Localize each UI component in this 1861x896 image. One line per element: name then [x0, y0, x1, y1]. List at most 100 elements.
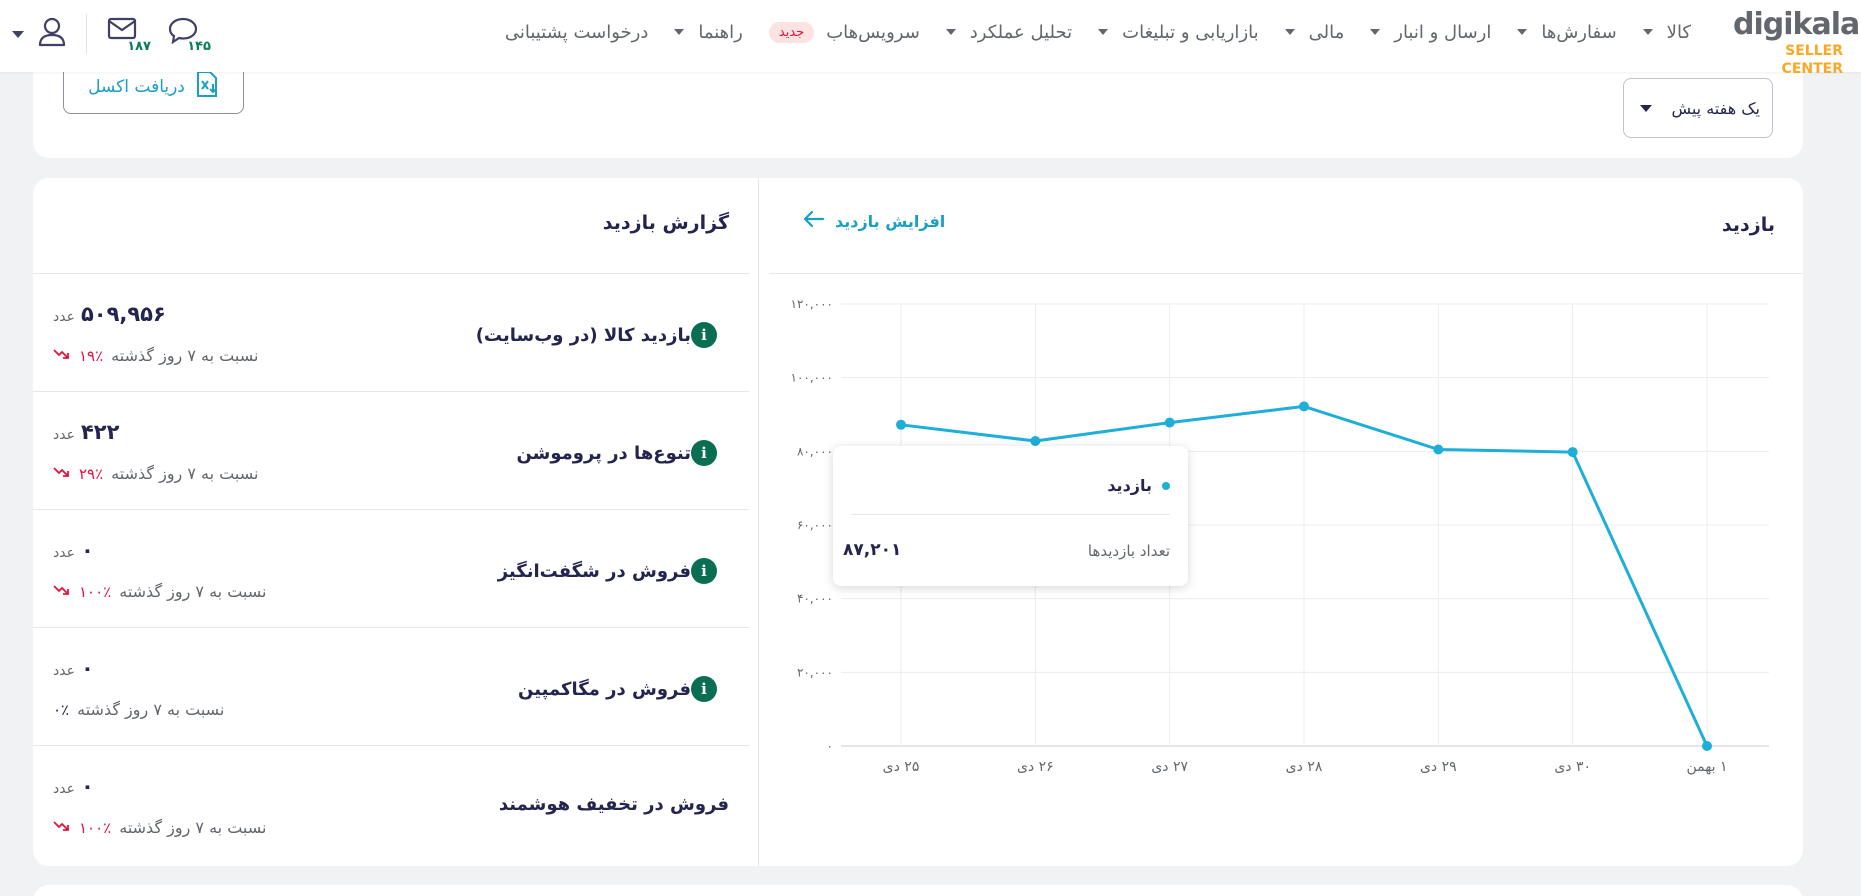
y-tick-label: ۶۰,۰۰۰ — [797, 518, 833, 532]
nav-item-help[interactable]: راهنما — [674, 22, 743, 43]
download-excel-label: دریافت اکسل — [88, 76, 185, 97]
x-tick-label: ۲۹ دی — [1420, 759, 1457, 775]
excel-file-icon — [195, 70, 219, 103]
report-row-comparison: ۱۰۰٪ نسبت به ۷ روز گذشته — [53, 818, 274, 837]
comparison-text: نسبت به ۷ روز گذشته — [111, 346, 259, 365]
user-icon[interactable] — [38, 17, 66, 51]
nav-item-label: راهنما — [698, 21, 743, 43]
comparison-text: نسبت به ۷ روز گذشته — [119, 582, 267, 601]
nav-item-label: ارسال و انبار — [1394, 21, 1492, 43]
y-tick-label: ۴۰,۰۰۰ — [797, 592, 833, 606]
chevron-down-icon — [945, 29, 956, 35]
logo-main-text: digikala — [1733, 7, 1860, 42]
nav-item-label: سفارش‌ها — [1541, 21, 1617, 43]
filters-card: دریافت اکسل یک هفته پیش — [33, 60, 1803, 158]
column-divider — [758, 178, 759, 866]
nav-item-label: کالا — [1666, 21, 1691, 43]
x-tick-label: ۱ بهمن — [1686, 759, 1727, 775]
nav-item-analytics[interactable]: تحلیل عملکرد — [945, 21, 1073, 43]
nav-item-label: بازاریابی و تبلیغات — [1122, 21, 1259, 43]
tooltip-series: بازدید — [1107, 476, 1170, 495]
report-row: تنوع‌ها در پروموشن i عدد ۴۲۲ ۲۹٪ نسبت به… — [33, 392, 749, 510]
report-row-label-wrap: بازدید کالا (در وب‌سایت) i — [476, 322, 729, 348]
nav-item-orders[interactable]: سفارش‌ها — [1517, 21, 1617, 43]
y-tick-label: ۱۰۰,۰۰۰ — [791, 371, 834, 385]
value-number: ۰ — [80, 774, 94, 798]
comparison-text: نسبت به ۷ روز گذشته — [77, 700, 225, 719]
unit-label: عدد — [53, 663, 75, 679]
divider — [851, 514, 1170, 515]
change-percent: ۲۹٪ — [79, 464, 104, 483]
nav-item-label: درخواست پشتیبانی — [504, 21, 649, 43]
digikala-logo[interactable]: digikala SELLER CENTER — [1733, 7, 1860, 78]
nav-item-products[interactable]: کالا — [1642, 21, 1691, 43]
data-point — [1567, 447, 1578, 458]
increase-visits-label: افزایش بازدید — [835, 211, 946, 231]
chart-tooltip: بازدید تعداد بازدیدها ۸۷,۲۰۱ — [833, 446, 1188, 586]
nav-item-label: مالی — [1308, 21, 1345, 43]
x-tick-label: ۳۰ دی — [1554, 759, 1591, 775]
period-select-value: یک هفته پیش — [1671, 98, 1760, 118]
main-nav: کالا سفارش‌ها ارسال و انبار مالی بازاریا… — [479, 0, 1691, 64]
tooltip-series-name: بازدید — [1107, 476, 1152, 495]
tickets-count: ۱۴۵ — [187, 39, 211, 54]
report-row-comparison: ۱۰۰٪ نسبت به ۷ روز گذشته — [53, 582, 274, 601]
report-row-label-wrap: فروش در مگاکمپین i — [518, 676, 729, 702]
next-card — [33, 885, 1803, 896]
report-row-label: تنوع‌ها در پروموشن — [516, 442, 691, 464]
data-point — [1433, 444, 1444, 455]
info-icon[interactable]: i — [691, 558, 717, 584]
tooltip-value: ۸۷,۲۰۱ — [843, 540, 902, 560]
change-percent: ۱۰۰٪ — [79, 818, 112, 837]
comparison-text: نسبت به ۷ روز گذشته — [119, 818, 267, 837]
value-number: ۵۰۹,۹۵۶ — [80, 302, 166, 326]
unit-label: عدد — [53, 545, 75, 561]
visits-line-chart: ۰ ۲۰,۰۰۰ ۴۰,۰۰۰ ۶۰,۰۰۰ ۸۰,۰۰۰ ۱۰۰,۰۰۰ ۱۲۰,۰۰۰ ۲… — [791, 297, 1769, 775]
trend-down-icon — [53, 818, 71, 837]
increase-visits-link[interactable]: افزایش بازدید — [803, 210, 945, 232]
report-row: فروش در تخفیف هوشمند عدد ۰ ۱۰۰٪ نسبت به … — [33, 746, 749, 864]
info-icon[interactable]: i — [691, 322, 717, 348]
download-excel-button[interactable]: دریافت اکسل — [63, 60, 244, 114]
nav-item-label: تحلیل عملکرد — [969, 21, 1073, 43]
nav-item-servicehub[interactable]: سرویس‌هاب جدید — [768, 21, 920, 43]
logo-sub-text: SELLER CENTER — [1781, 43, 1843, 77]
report-row-value: عدد ۰ — [53, 538, 94, 562]
chevron-down-icon — [1098, 29, 1109, 35]
value-number: ۰ — [80, 656, 94, 680]
header-actions: ۱۸۷ ۱۴۵ — [12, 14, 227, 54]
top-header: digikala SELLER CENTER کالا سفارش‌ها ارس… — [0, 0, 1861, 78]
tooltip-label: تعداد بازدیدها — [1087, 542, 1170, 560]
change-percent: ۱۹٪ — [79, 346, 104, 365]
arrow-left-icon — [803, 210, 825, 232]
period-select[interactable]: یک هفته پیش — [1623, 78, 1773, 138]
tickets-button[interactable]: ۱۴۵ — [167, 16, 211, 54]
info-icon[interactable]: i — [691, 676, 717, 702]
change-percent: ۱۰۰٪ — [79, 582, 112, 601]
y-tick-label: ۲۰,۰۰۰ — [797, 665, 833, 679]
unit-label: عدد — [53, 781, 75, 797]
unit-label: عدد — [53, 427, 75, 443]
nav-item-support[interactable]: درخواست پشتیبانی — [505, 22, 648, 43]
report-title: گزارش بازدید — [602, 212, 729, 234]
nav-item-finance[interactable]: مالی — [1284, 21, 1345, 43]
messages-count: ۱۸۷ — [127, 39, 151, 54]
visits-chart-panel: بازدید افزایش بازدید ۰ ۲۰,۰۰۰ ۴۰,۰۰۰ ۶۰,۰۰۰… — [759, 178, 1803, 866]
chevron-down-icon — [1642, 29, 1653, 35]
info-icon[interactable]: i — [691, 440, 717, 466]
trend-down-icon — [53, 464, 71, 483]
header-divider — [86, 14, 87, 54]
y-tick-label: ۸۰,۰۰۰ — [797, 444, 833, 458]
series-dot — [1162, 481, 1170, 490]
report-row-label: فروش در مگاکمپین — [518, 678, 691, 700]
report-row-value: عدد ۵۰۹,۹۵۶ — [53, 302, 166, 326]
trend-down-icon — [53, 582, 71, 601]
report-row-label-wrap: فروش در شگفت‌انگیز i — [498, 558, 729, 584]
messages-button[interactable]: ۱۸۷ — [107, 16, 151, 54]
report-row-label: بازدید کالا (در وب‌سایت) — [475, 324, 691, 346]
x-tick-label: ۲۸ دی — [1286, 759, 1323, 775]
chevron-down-icon[interactable] — [12, 30, 24, 38]
visits-card: گزارش بازدید بازدید کالا (در وب‌سایت) i … — [33, 178, 1803, 866]
nav-item-marketing[interactable]: بازاریابی و تبلیغات — [1098, 21, 1259, 43]
nav-item-shipping[interactable]: ارسال و انبار — [1370, 22, 1491, 43]
